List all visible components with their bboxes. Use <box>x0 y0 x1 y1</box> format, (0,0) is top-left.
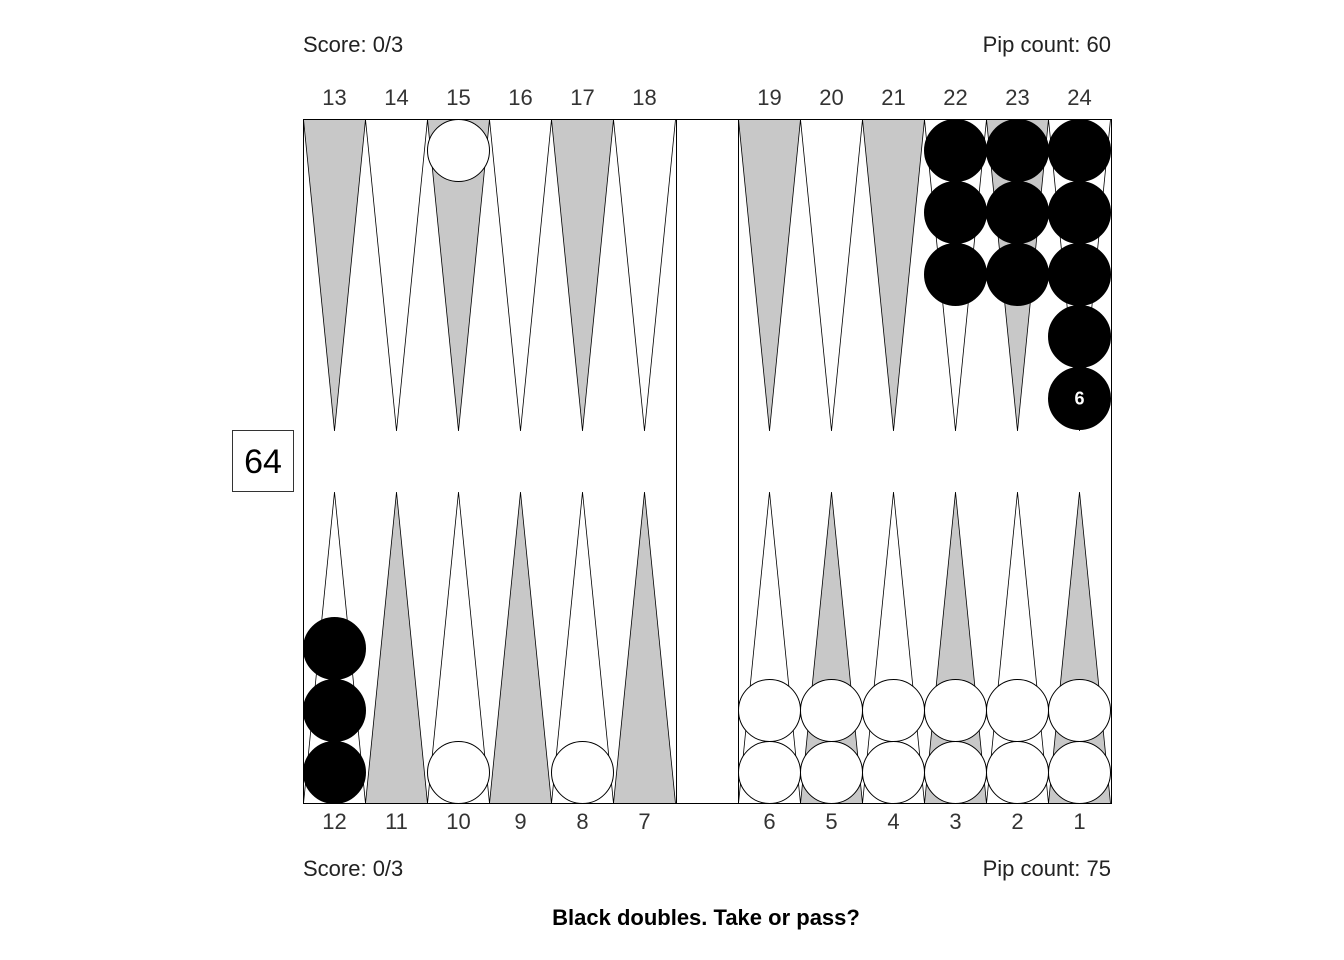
black-checker[interactable] <box>303 741 366 804</box>
bar[interactable] <box>676 119 739 804</box>
point-label: 1 <box>1073 809 1085 834</box>
point-label: 22 <box>943 85 967 110</box>
point-label: 20 <box>819 85 843 110</box>
white-checker[interactable] <box>986 679 1049 742</box>
black-checker[interactable] <box>986 243 1049 306</box>
point-21[interactable] <box>862 119 925 432</box>
black-checker[interactable] <box>924 181 987 244</box>
black-checker[interactable] <box>303 679 366 742</box>
point-7[interactable] <box>613 491 676 804</box>
white-checker[interactable] <box>427 741 490 804</box>
point-label: 12 <box>322 809 346 834</box>
point-label: 4 <box>887 809 899 834</box>
point-label: 17 <box>570 85 594 110</box>
point-label: 16 <box>508 85 532 110</box>
black-checker[interactable] <box>924 243 987 306</box>
point-14[interactable] <box>365 119 428 432</box>
white-checker[interactable] <box>862 679 925 742</box>
white-checker[interactable] <box>738 679 801 742</box>
point-label: 14 <box>384 85 408 110</box>
point-labels: 13 12 14 11 15 10 16 9 17 8 18 7 19 6 20 5 21 4 22 3 23 2 24 1 <box>322 85 1091 834</box>
black-checker[interactable] <box>1048 181 1111 244</box>
white-checker[interactable] <box>1048 741 1111 804</box>
point-label: 24 <box>1067 85 1091 110</box>
point-16[interactable] <box>489 119 552 432</box>
point-label: 10 <box>446 809 470 834</box>
cube-decision-prompt: Black doubles. Take or pass? <box>552 905 860 930</box>
point-label: 18 <box>632 85 656 110</box>
checker-count-label: 6 <box>1074 389 1084 409</box>
point-19[interactable] <box>738 119 801 432</box>
point-label: 2 <box>1011 809 1023 834</box>
point-label: 6 <box>763 809 775 834</box>
white-checker[interactable] <box>862 741 925 804</box>
white-checker[interactable] <box>924 679 987 742</box>
black-checker[interactable] <box>986 119 1049 182</box>
top-player-score: Score: 0/3 <box>303 32 404 57</box>
point-label: 5 <box>825 809 837 834</box>
white-checker[interactable] <box>800 741 863 804</box>
bottom-player-score: Score: 0/3 <box>303 856 404 881</box>
point-label: 8 <box>576 809 588 834</box>
white-checker[interactable] <box>1048 679 1111 742</box>
point-label: 3 <box>949 809 961 834</box>
point-20[interactable] <box>800 119 863 432</box>
point-label: 21 <box>881 85 905 110</box>
point-label: 7 <box>638 809 650 834</box>
top-player-pip-count: Pip count: 60 <box>982 32 1111 57</box>
point-18[interactable] <box>613 119 676 432</box>
point-11[interactable] <box>365 491 428 804</box>
black-checker[interactable] <box>303 617 366 680</box>
black-checker[interactable] <box>1048 243 1111 306</box>
black-checker[interactable] <box>924 119 987 182</box>
point-label: 23 <box>1005 85 1029 110</box>
white-checker[interactable] <box>986 741 1049 804</box>
bottom-player-pip-count: Pip count: 75 <box>982 856 1111 881</box>
white-checker[interactable] <box>551 741 614 804</box>
point-label: 11 <box>385 809 408 834</box>
black-checker[interactable] <box>1048 119 1111 182</box>
point-label: 9 <box>514 809 526 834</box>
white-checker[interactable] <box>427 119 490 182</box>
point-17[interactable] <box>551 119 614 432</box>
white-checker[interactable] <box>924 741 987 804</box>
point-9[interactable] <box>489 491 552 804</box>
point-label: 15 <box>446 85 470 110</box>
point-label: 19 <box>757 85 781 110</box>
doubling-cube[interactable]: 64 <box>232 430 294 492</box>
black-checker[interactable] <box>1048 367 1111 430</box>
black-checker[interactable] <box>1048 305 1111 368</box>
checkers: 6 <box>303 119 1111 804</box>
white-checker[interactable] <box>738 741 801 804</box>
white-checker[interactable] <box>800 679 863 742</box>
black-checker[interactable] <box>986 181 1049 244</box>
point-label: 13 <box>322 85 346 110</box>
point-13[interactable] <box>303 119 366 432</box>
